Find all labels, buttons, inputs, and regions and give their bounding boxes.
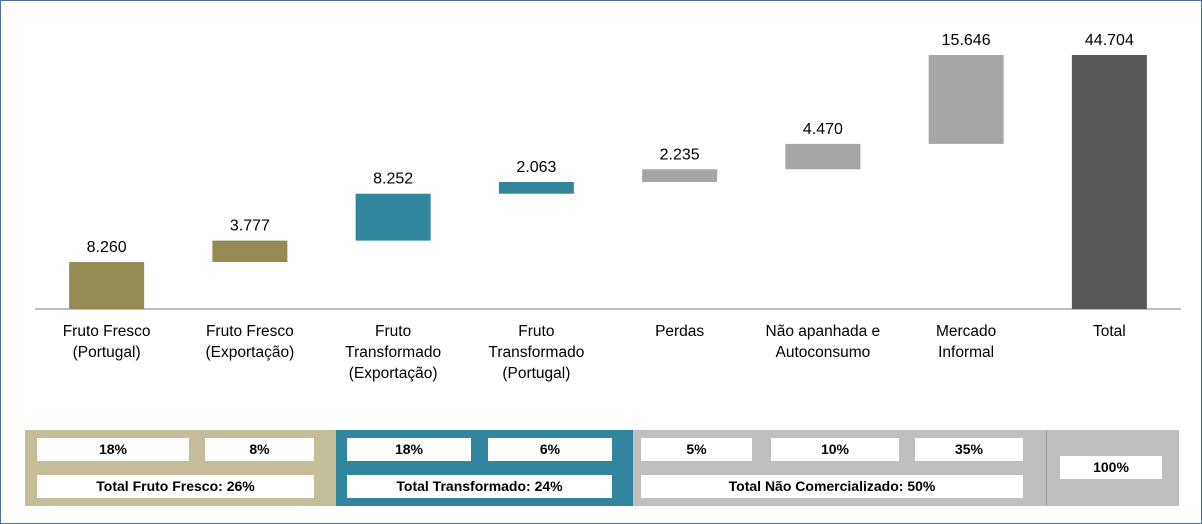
data-label: 2.235 [660,146,700,163]
data-label: 8.252 [373,171,413,188]
data-label: 4.470 [803,121,843,138]
bar [355,193,431,241]
table-cell: 35% [915,438,1023,461]
bar [642,169,718,182]
x-tick-label: Perdas [655,323,705,340]
table-group: 18% 8% Total Fruto Fresco: 26% [25,430,336,506]
table-cell: 5% [641,438,752,461]
data-label: 8.260 [87,239,127,256]
table-total: Total Transformado: 24% [347,475,612,498]
table-total: Total Não Comercializado: 50% [641,475,1023,498]
data-label: 15.646 [942,32,991,49]
x-tick-label: Fruto Transformado (Exportação) [345,323,442,382]
table-cell: 10% [771,438,899,461]
x-tick-label: Fruto Fresco (Portugal) [62,323,151,361]
table-group: 100% [1046,430,1179,506]
bar [212,240,288,263]
x-tick-label: Fruto Transformado (Portugal) [488,323,585,382]
table-cell: 18% [347,438,471,461]
bar [928,55,1004,144]
data-label: 2.063 [516,159,556,176]
table-group: 5% 10% 35% Total Não Comercializado: 50% [633,430,1046,506]
data-label: 44.704 [1085,32,1134,49]
table-total: Total Fruto Fresco: 26% [37,475,314,498]
bar [785,143,861,170]
x-tick-label: Fruto Fresco (Exportação) [205,323,295,361]
bar [69,262,145,309]
x-tick-label: Total [1093,323,1126,340]
table-cell: 6% [488,438,612,461]
table-cell: 8% [205,438,314,461]
data-label: 3.777 [230,218,270,235]
bar [498,182,574,194]
x-tick-label: Não apanhada e Autoconsumo [765,323,881,361]
bar [1071,55,1147,309]
table-cell: 18% [37,438,189,461]
table-group: 18% 6% Total Transformado: 24% [336,430,633,506]
table-total: 100% [1060,456,1162,479]
x-tick-label: Mercado Informal [935,323,997,361]
